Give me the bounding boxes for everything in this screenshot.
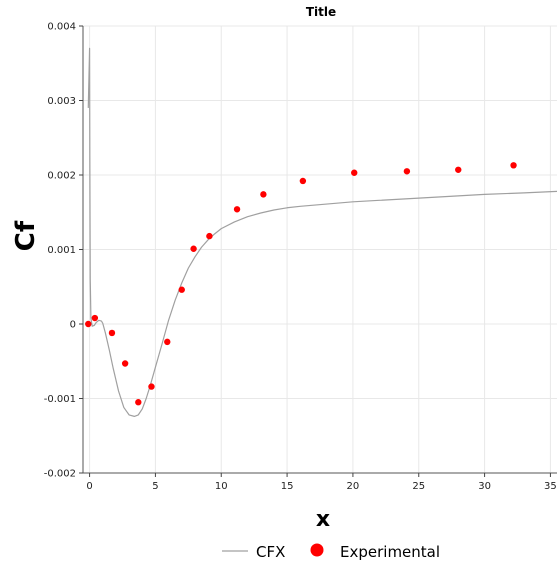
data-point-experimental: [164, 338, 171, 346]
y-tick-label: 0.003: [47, 96, 76, 107]
x-tick-label: 0: [86, 481, 92, 492]
data-point-experimental: [85, 320, 92, 328]
y-tick-label: 0.001: [47, 245, 76, 256]
grid-lines: [83, 25, 557, 474]
data-point-experimental: [135, 399, 142, 406]
series-layer: [85, 47, 557, 417]
data-point-experimental: [190, 245, 197, 252]
legend-swatch-experimental: [310, 543, 324, 557]
data-point-experimental: [121, 360, 129, 367]
data-point-experimental: [260, 191, 267, 198]
data-point-experimental: [91, 314, 99, 322]
legend-label-experimental: Experimental: [340, 543, 440, 561]
data-point-experimental: [403, 168, 411, 175]
data-point-experimental: [351, 169, 358, 176]
legend-label-cfx: CFX: [256, 543, 285, 561]
chart-title: Title: [306, 5, 336, 19]
y-tick-label: -0.001: [44, 394, 76, 405]
x-tick-label: 15: [281, 481, 294, 492]
y-tick-label: -0.002: [44, 469, 76, 480]
data-point-experimental: [233, 206, 241, 213]
data-point-experimental: [178, 286, 185, 293]
x-axis-label: x: [316, 507, 330, 532]
x-tick-label: 10: [215, 481, 228, 492]
y-axis-label: Cf: [11, 220, 41, 251]
y-tick-label: 0.004: [47, 22, 76, 33]
x-tick-label: 5: [152, 481, 158, 492]
data-point-experimental: [148, 383, 155, 390]
x-tick-label: 35: [544, 481, 557, 492]
y-tick-label: 0: [70, 320, 76, 331]
x-tick-label: 20: [347, 481, 360, 492]
data-point-experimental: [299, 177, 307, 185]
legend: CFX Experimental: [222, 543, 440, 561]
data-point-experimental: [108, 329, 116, 337]
x-tick-label: 25: [412, 481, 425, 492]
x-tick-label: 30: [478, 481, 491, 492]
y-tick-label: 0.002: [47, 171, 76, 182]
data-point-experimental: [510, 162, 517, 169]
series-line-cfx: [87, 47, 557, 417]
data-point-experimental: [206, 232, 213, 240]
data-point-experimental: [455, 166, 462, 173]
axis-ticks: 0 5 10 15 20 25 30 35 -0.002 -0.001 0 0.001 0.002 0.0…: [44, 22, 557, 493]
